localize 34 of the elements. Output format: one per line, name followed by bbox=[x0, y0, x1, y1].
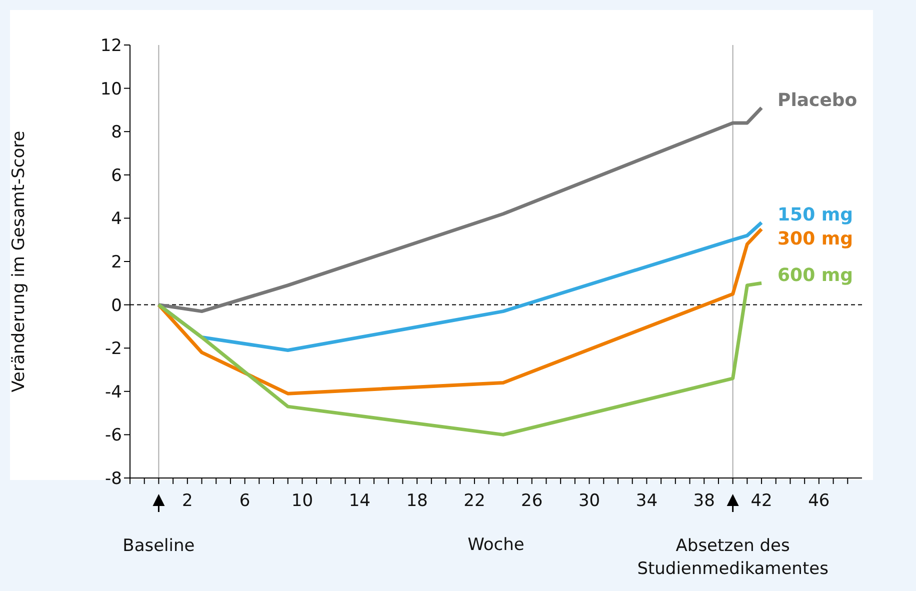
x-axis-title: Woche bbox=[468, 535, 524, 555]
y-tick-label: -2 bbox=[105, 339, 122, 360]
x-tick-label: 2 bbox=[182, 491, 193, 512]
series-label: 150 mg bbox=[778, 204, 854, 226]
line-series bbox=[156, 106, 764, 314]
line-series bbox=[156, 281, 764, 436]
x-tick-label: 46 bbox=[808, 491, 830, 512]
y-tick-label: -6 bbox=[105, 426, 122, 446]
y-tick-label: 4 bbox=[111, 209, 122, 230]
y-tick-label: 12 bbox=[100, 36, 122, 56]
y-tick-label: 6 bbox=[111, 166, 122, 186]
y-tick-label: -8 bbox=[105, 469, 122, 490]
x-tick-label: 22 bbox=[464, 491, 486, 512]
y-tick-label: 10 bbox=[100, 79, 122, 100]
x-tick-label: 6 bbox=[239, 491, 250, 512]
x-tick-label: 10 bbox=[291, 491, 314, 512]
series-label: 300 mg bbox=[778, 228, 854, 250]
y-tick-label: 8 bbox=[111, 122, 122, 143]
x-tick-label: 14 bbox=[348, 491, 370, 512]
series-label: Placebo bbox=[778, 90, 858, 111]
text: Absetzen des Studienmedikamentes bbox=[637, 536, 829, 579]
x-tick-label: 34 bbox=[636, 491, 658, 512]
y-tick-label: 0 bbox=[111, 296, 122, 316]
y-axis-title: Veränderung im Gesamt-Score bbox=[9, 130, 30, 392]
series-label: 600 mg bbox=[778, 265, 854, 286]
y-tick-label: -4 bbox=[105, 382, 122, 402]
x-tick-label: 26 bbox=[521, 491, 543, 512]
line-series bbox=[156, 227, 764, 396]
x-tick-label: 38 bbox=[693, 491, 715, 512]
y-tick-label: 2 bbox=[111, 252, 122, 273]
text: Baseline bbox=[122, 536, 195, 556]
x-tick-label: 18 bbox=[406, 491, 428, 512]
x-tick-label: 30 bbox=[578, 491, 600, 512]
x-tick-label: 42 bbox=[750, 491, 772, 512]
